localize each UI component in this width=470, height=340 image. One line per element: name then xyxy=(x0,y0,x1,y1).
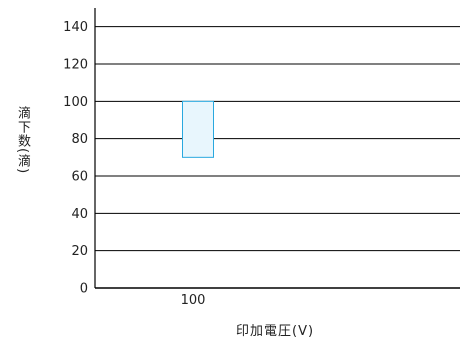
y-tick-labels: 0 20 40 60 80 100 120 140 xyxy=(63,20,88,296)
y-axis-label: 滴下数(滴) xyxy=(15,106,30,175)
y-tick-label: 60 xyxy=(71,170,88,185)
y-tick-label: 20 xyxy=(71,244,88,259)
y-tick-label: 40 xyxy=(71,207,88,222)
x-tick-labels: 100 xyxy=(181,293,206,308)
chart-marks xyxy=(182,100,214,158)
x-axis-label: 印加電圧(V) xyxy=(236,324,315,339)
y-tick-label: 140 xyxy=(63,20,88,35)
y-tick-label: 100 xyxy=(63,95,88,110)
range-bar-100 xyxy=(182,100,214,158)
y-tick-label: 80 xyxy=(71,132,88,147)
y-tick-label: 0 xyxy=(80,282,88,297)
grid-lines xyxy=(95,26,460,289)
x-tick-label: 100 xyxy=(181,293,206,308)
y-tick-label: 120 xyxy=(63,58,88,73)
